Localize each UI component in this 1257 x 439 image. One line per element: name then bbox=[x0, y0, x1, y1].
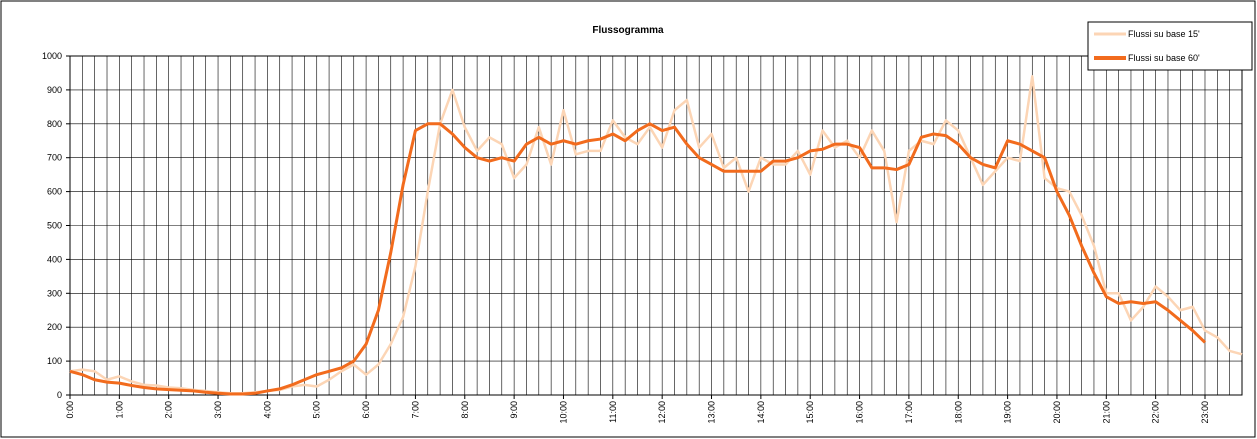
y-tick-label: 900 bbox=[47, 85, 62, 95]
x-tick-label: 2:00 bbox=[164, 401, 174, 419]
x-tick-label: 8:00 bbox=[460, 401, 470, 419]
y-tick-label: 0 bbox=[57, 390, 62, 400]
x-tick-label: 21:00 bbox=[1101, 401, 1111, 424]
x-tick-label: 4:00 bbox=[262, 401, 272, 419]
x-tick-label: 5:00 bbox=[312, 401, 322, 419]
x-tick-label: 11:00 bbox=[608, 401, 618, 423]
y-tick-label: 100 bbox=[47, 356, 62, 366]
x-tick-label: 22:00 bbox=[1151, 401, 1161, 424]
y-tick-label: 300 bbox=[47, 288, 62, 298]
y-tick-label: 700 bbox=[47, 153, 62, 163]
y-tick-label: 200 bbox=[47, 322, 62, 332]
x-tick-label: 12:00 bbox=[657, 401, 667, 424]
y-tick-label: 500 bbox=[47, 221, 62, 231]
x-tick-label: 23:00 bbox=[1200, 401, 1210, 424]
y-tick-label: 600 bbox=[47, 187, 62, 197]
series-line bbox=[69, 122, 1207, 396]
x-tick-label: 0:00 bbox=[65, 401, 75, 419]
x-tick-label: 9:00 bbox=[509, 401, 519, 419]
chart-title: Flussogramma bbox=[592, 25, 664, 36]
legend-label: Flussi su base 60' bbox=[1128, 53, 1200, 63]
x-tick-label: 20:00 bbox=[1052, 401, 1062, 424]
y-tick-label: 400 bbox=[47, 254, 62, 264]
y-tick-label: 800 bbox=[47, 119, 62, 129]
x-tick-label: 16:00 bbox=[855, 401, 865, 424]
y-tick-label: 1000 bbox=[42, 51, 62, 61]
legend-box bbox=[1087, 21, 1253, 71]
x-tick-label: 10:00 bbox=[558, 401, 568, 424]
x-tick-label: 15:00 bbox=[805, 401, 815, 424]
x-tick-label: 17:00 bbox=[904, 401, 914, 424]
legend-label: Flussi su base 15' bbox=[1128, 29, 1200, 39]
x-tick-label: 13:00 bbox=[707, 401, 717, 424]
x-tick-label: 19:00 bbox=[1003, 401, 1013, 424]
plot-border bbox=[69, 55, 1243, 396]
x-tick-label: 6:00 bbox=[361, 401, 371, 419]
x-tick-label: 7:00 bbox=[410, 401, 420, 419]
x-tick-label: 3:00 bbox=[213, 401, 223, 419]
x-tick-label: 1:00 bbox=[114, 401, 124, 419]
x-tick-label: 14:00 bbox=[756, 401, 766, 424]
x-tick-label: 18:00 bbox=[953, 401, 963, 424]
